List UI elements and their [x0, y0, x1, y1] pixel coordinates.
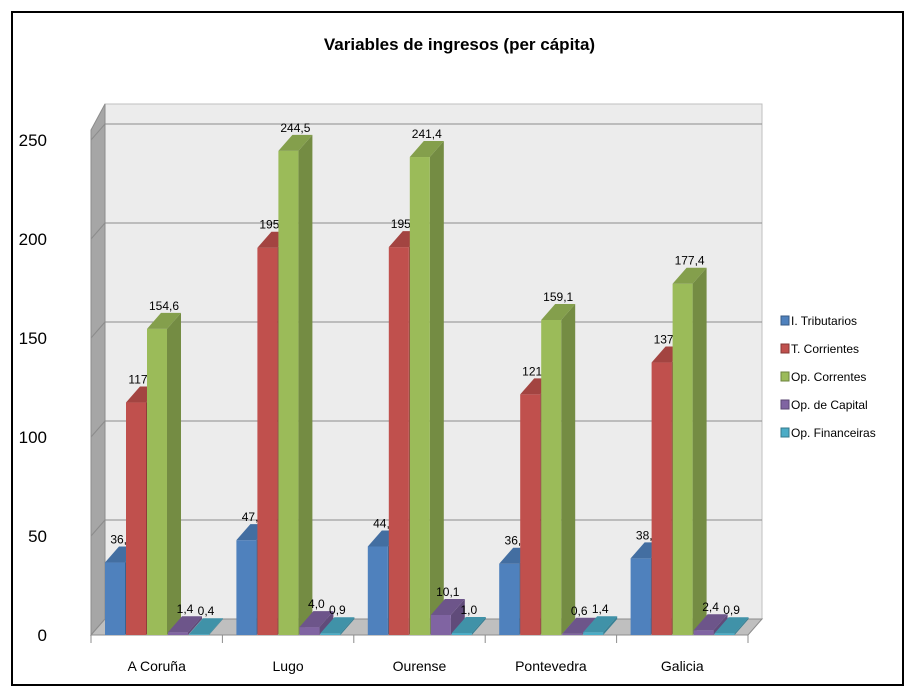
- chart-title: Variables de ingresos (per cápita): [323, 35, 596, 54]
- data-label: 0,6: [571, 604, 588, 618]
- bar-top: [693, 614, 728, 631]
- x-tick-label: A Coruña: [128, 658, 187, 674]
- bar-top: [299, 611, 334, 628]
- bar-top: [541, 303, 576, 320]
- data-label: 177,4: [675, 254, 705, 268]
- bar-side: [167, 312, 181, 635]
- y-tick-label: 250: [19, 131, 47, 150]
- bar-side: [561, 303, 576, 635]
- gridline-side: [90, 222, 106, 240]
- bar: [520, 394, 541, 635]
- data-label: 159,1: [543, 290, 573, 304]
- bar: [583, 632, 604, 635]
- bar-side: [713, 614, 728, 635]
- data-label: 0,9: [723, 603, 740, 617]
- bar-top: [451, 617, 486, 634]
- bar: [630, 558, 651, 635]
- bar-top: [409, 141, 444, 158]
- x-tick-label: Pontevedra: [515, 658, 587, 674]
- bar: [189, 634, 209, 635]
- bar: [388, 247, 409, 636]
- bar-top: [672, 267, 707, 284]
- gridline-side: [90, 123, 106, 141]
- bar-side: [450, 599, 465, 635]
- data-label: 10,1: [436, 585, 460, 599]
- bar: [367, 546, 388, 635]
- bar-side: [209, 618, 223, 635]
- data-label: 154,6: [149, 299, 179, 313]
- bar: [562, 633, 583, 635]
- bar-top: [168, 616, 202, 633]
- bar-side: [429, 141, 444, 635]
- bar: [299, 627, 320, 635]
- bar-top: [714, 617, 749, 634]
- bar: [257, 247, 278, 635]
- bar-side: [188, 616, 202, 635]
- data-label: 2,4: [702, 600, 719, 614]
- legend-label: I. Tributarios: [791, 314, 857, 328]
- bar-side: [734, 617, 749, 635]
- bar: [126, 402, 146, 635]
- legend-label: T. Corrientes: [791, 342, 859, 356]
- bar-side: [603, 616, 618, 635]
- bar-side: [319, 611, 334, 635]
- data-label: 0,9: [329, 603, 346, 617]
- y-tick-label: 100: [19, 428, 47, 447]
- data-label: 1,0: [460, 603, 477, 617]
- y-tick-label: 150: [19, 329, 47, 348]
- bar-top: [189, 618, 223, 635]
- bar: [105, 562, 125, 635]
- legend-swatch: [780, 343, 790, 354]
- y-tick-label: 200: [19, 230, 47, 249]
- bar-side: [692, 267, 707, 635]
- bar-top: [430, 599, 465, 616]
- legend-label: Op. Correntes: [791, 370, 866, 384]
- bar-side: [340, 617, 355, 635]
- legend-label: Op. Financeiras: [791, 426, 876, 440]
- bar: [168, 632, 188, 635]
- bar-side: [298, 134, 313, 635]
- bar: [451, 633, 472, 635]
- x-tick-label: Lugo: [273, 658, 304, 674]
- data-label: 1,4: [177, 602, 194, 616]
- bar-top: [278, 134, 313, 151]
- bar: [409, 157, 430, 635]
- bar: [714, 633, 735, 635]
- data-label: 241,4: [412, 127, 442, 141]
- x-tick-label: Ourense: [393, 658, 447, 674]
- bar: [236, 540, 257, 635]
- legend-swatch: [780, 399, 790, 410]
- bar-top: [320, 617, 355, 634]
- bar: [651, 362, 672, 635]
- legend-swatch: [780, 427, 790, 438]
- bar-top: [583, 616, 618, 633]
- bar-top: [562, 617, 597, 634]
- bar: [499, 563, 520, 635]
- bar: [430, 615, 451, 635]
- x-tick-label: Galicia: [661, 658, 704, 674]
- data-label: 0,4: [198, 604, 215, 618]
- bar-side: [471, 617, 486, 635]
- bar-top: [147, 312, 181, 329]
- bar: [541, 319, 562, 635]
- legend-swatch: [780, 315, 790, 326]
- y-tick-label: 50: [28, 527, 47, 546]
- bar: [278, 150, 299, 635]
- side-wall: [90, 103, 106, 637]
- bar: [693, 630, 714, 635]
- legend-label: Op. de Capital: [791, 398, 868, 412]
- gridline-side: [90, 519, 106, 537]
- bar: [147, 328, 167, 635]
- data-label: 244,5: [280, 121, 310, 135]
- bar: [672, 283, 693, 635]
- gridline-side: [90, 420, 106, 438]
- data-label: 4,0: [308, 597, 325, 611]
- y-tick-label: 0: [38, 626, 47, 645]
- bar: [320, 633, 341, 635]
- legend-swatch: [780, 371, 790, 382]
- data-label: 1,4: [592, 602, 609, 616]
- gridline-side: [90, 321, 106, 339]
